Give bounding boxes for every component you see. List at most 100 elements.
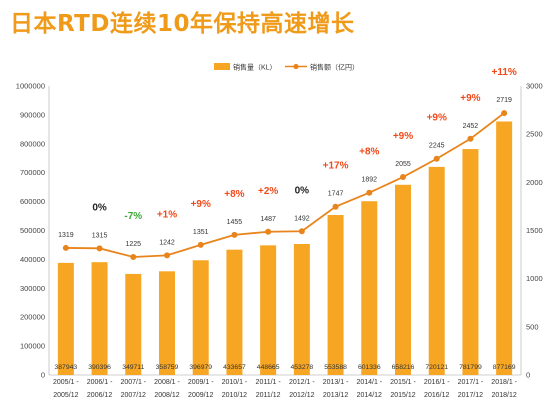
line-value-label: 1242 [159,239,175,246]
growth-label: +9% [191,199,211,210]
bar-value-label: 433657 [223,364,246,371]
line-point [332,203,339,210]
bar [192,260,209,375]
x-tick-label: 2009/1 - [188,379,214,386]
line-point [433,155,440,162]
left-tick-label: 900000 [20,110,45,119]
x-tick-label: 2016/12 [424,392,449,399]
bar-value-label: 720121 [425,364,448,371]
line-value-label: 1747 [328,191,344,198]
right-tick-label: 2500 [526,130,543,139]
x-tick-label: 2018/1 - [491,379,517,386]
line-value-label: 1892 [361,177,377,184]
left-tick-label: 700000 [20,168,45,177]
bar [428,166,445,375]
x-tick-label: 2013/12 [323,392,348,399]
bar-value-label: 349711 [122,364,144,371]
left-tick-label: 400000 [20,255,45,264]
x-tick-label: 2005/1 - [53,379,79,386]
growth-label: +8% [359,147,379,158]
left-tick-label: 0 [41,371,45,380]
line-point [298,228,305,235]
growth-label: 0% [295,185,310,196]
line-point [231,231,238,238]
line-value-label: 1455 [227,219,243,226]
right-tick-label: 2000 [526,178,543,187]
line-point [467,135,474,142]
x-tick-label: 2011/1 - [256,379,282,386]
bar-value-label: 658216 [392,364,415,371]
line-point [62,244,69,251]
right-tick-label: 1000 [526,274,543,283]
bar [496,121,513,375]
legend-line-marker [293,63,299,70]
growth-label: +9% [393,131,413,142]
line-value-label: 2719 [496,97,512,104]
x-tick-label: 2010/12 [222,392,247,399]
left-tick-label: 800000 [20,139,45,148]
chart-title: 日本RTD连续10年保持高速增长 [10,11,355,37]
bar [395,184,411,375]
bar [361,201,378,375]
line-point [197,241,204,248]
bar-value-label: 601336 [358,364,381,371]
bar [91,262,108,375]
right-tick-label: 1500 [526,226,543,235]
x-tick-label: 2017/1 - [458,379,484,386]
bar [125,273,142,375]
line-value-label: 2452 [463,123,479,130]
bar [293,244,310,375]
legend-bar-label: 销售量（KL） [233,63,277,72]
x-tick-label: 2018/12 [491,392,516,399]
growth-label: -7% [124,211,142,222]
line-point [400,174,406,181]
growth-label: +17% [323,161,349,172]
line-value-label: 1319 [58,232,74,239]
growth-label: +1% [157,209,177,220]
growth-label: +2% [258,186,278,197]
x-tick-label: 2007/12 [121,392,146,399]
x-tick-label: 2017/12 [458,392,483,399]
x-tick-label: 2006/1 - [87,379,113,386]
x-tick-label: 2005/12 [53,392,78,399]
x-tick-label: 2009/12 [188,392,213,399]
bar-value-label: 448665 [257,364,280,371]
line-point [265,228,272,235]
x-tick-label: 2010/1 - [222,379,248,386]
bar [226,249,243,375]
x-tick-label: 2007/1 - [120,379,146,386]
bar-value-label: 396979 [189,364,212,371]
x-tick-label: 2012/1 - [289,379,315,386]
legend-line-label: 销售额（亿円） [310,63,359,72]
right-tick-label: 0 [526,371,530,380]
line-value-label: 1487 [260,216,276,223]
x-tick-label: 2011/12 [256,392,281,399]
line-value-label: 1225 [125,241,141,248]
bar [159,271,175,375]
growth-label: +11% [491,67,516,78]
left-tick-label: 500000 [20,226,45,235]
x-tick-label: 2013/1 - [323,379,349,386]
bar [260,245,277,375]
bar-value-label: 553588 [324,364,347,371]
line-point [96,245,103,252]
left-tick-label: 1000000 [16,82,45,91]
left-tick-label: 200000 [20,313,45,322]
line-point [164,252,170,259]
sales-value-line [65,112,505,258]
line-value-label: 1315 [92,232,108,239]
x-tick-label: 2016/1 - [424,379,450,386]
right-tick-label: 500 [526,322,539,331]
line-point [501,110,508,117]
left-tick-label: 600000 [20,197,45,206]
line-value-label: 1351 [193,229,209,236]
line-point [366,189,373,196]
bar [327,215,344,375]
x-tick-label: 2012/12 [289,392,314,399]
growth-label: 0% [92,202,107,213]
x-tick-label: 2015/1 - [390,379,416,386]
x-tick-label: 2014/1 - [356,379,382,386]
bar-value-label: 390396 [88,364,111,371]
x-tick-label: 2006/12 [87,392,112,399]
x-tick-label: 2014/12 [357,392,382,399]
